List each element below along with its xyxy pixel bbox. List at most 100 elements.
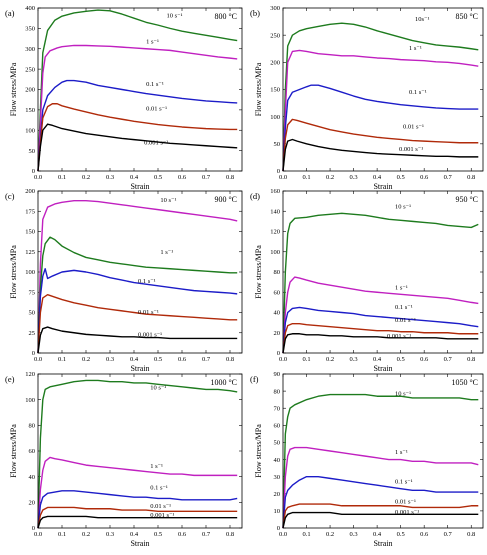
series-label: 0.01 s⁻¹ xyxy=(150,503,171,510)
x-tick-label: 0.4 xyxy=(130,356,139,363)
x-tick-label: 0.8 xyxy=(467,531,475,538)
series-line xyxy=(37,293,238,354)
x-tick-label: 0.6 xyxy=(420,356,429,363)
series-line xyxy=(282,511,479,529)
plot-frame xyxy=(37,7,243,172)
y-tick-label: 175 xyxy=(25,208,35,215)
series-label: 0.01 s⁻¹ xyxy=(403,123,424,130)
y-tick-label: 90 xyxy=(274,371,281,378)
series-line xyxy=(282,503,479,529)
series-line xyxy=(37,9,238,172)
y-tick-label: 60 xyxy=(274,423,281,430)
series-label: 10 s⁻¹ xyxy=(160,197,176,204)
panel-label: (b) xyxy=(250,8,260,18)
series-line xyxy=(37,490,238,529)
y-tick-label: 0 xyxy=(32,525,35,532)
series-line xyxy=(282,212,479,354)
x-tick-label: 0.3 xyxy=(106,174,114,181)
series-line xyxy=(282,446,479,529)
y-tick-label: 0 xyxy=(277,350,280,357)
x-tick-label: 0.5 xyxy=(154,356,162,363)
x-tick-label: 0.6 xyxy=(178,356,187,363)
series-label: 0.001 s⁻¹ xyxy=(387,333,411,340)
series-line xyxy=(37,103,238,172)
x-tick-label: 0.5 xyxy=(154,531,162,538)
series-line xyxy=(282,138,479,172)
series-line xyxy=(37,123,238,172)
series-line xyxy=(282,475,479,529)
x-tick-label: 0.3 xyxy=(350,356,358,363)
chart-panel: 0 10 20 30 40 50 60 70 80 90 0.0 0.1 0.2 0.3 0.4 0.5 0.6… xyxy=(250,371,484,548)
temperature-label: 950 °C xyxy=(455,195,478,204)
y-tick-label: 60 xyxy=(274,289,281,296)
y-axis-title: Flow stress/MPa xyxy=(254,424,263,478)
y-axis-title: Flow stress/MPa xyxy=(9,62,18,116)
series-line xyxy=(37,506,238,529)
series-label: 0.1 s⁻¹ xyxy=(138,278,156,285)
x-tick-label: 0.2 xyxy=(82,531,90,538)
y-tick-label: 70 xyxy=(274,405,281,412)
y-tick-label: 50 xyxy=(29,148,36,155)
x-tick-label: 0.3 xyxy=(106,356,114,363)
x-tick-label: 0.4 xyxy=(373,356,382,363)
chart-panel: 0 20 40 60 80 100 120 140 160 0.0 0.1 0.2 0.3 0.4 0.5 0… xyxy=(250,188,484,373)
y-tick-label: 20 xyxy=(274,330,281,337)
y-tick-label: 250 xyxy=(270,32,280,39)
y-tick-label: 150 xyxy=(25,107,35,114)
x-tick-label: 0.2 xyxy=(326,531,334,538)
series-label: 0.01 s⁻¹ xyxy=(146,105,167,112)
chart-panel: 0 50 100 150 200 250 300 0.0 0.1 0.2 0.3 0.4 0.5 0.6 0… xyxy=(250,5,484,191)
x-tick-label: 0.4 xyxy=(130,531,139,538)
series-label: 10s⁻¹ xyxy=(415,16,429,23)
series-line xyxy=(282,276,479,354)
series-line xyxy=(37,268,238,354)
y-tick-label: 150 xyxy=(270,87,280,94)
plot-frame xyxy=(37,190,243,354)
x-tick-label: 0.6 xyxy=(420,531,429,538)
series-line xyxy=(37,200,238,354)
y-tick-label: 100 xyxy=(25,269,35,276)
y-tick-label: 300 xyxy=(25,46,35,53)
x-tick-label: 0.7 xyxy=(202,356,211,363)
series-line xyxy=(37,236,238,354)
y-tick-label: 160 xyxy=(270,188,280,195)
y-tick-label: 50 xyxy=(274,141,281,148)
plot-frame xyxy=(282,7,484,172)
y-tick-label: 50 xyxy=(274,440,281,447)
series-line xyxy=(37,79,238,172)
y-axis-title: Flow stress/MPa xyxy=(254,245,263,299)
series-line xyxy=(282,322,479,354)
series-line xyxy=(37,379,238,529)
x-tick-label: 0.0 xyxy=(279,356,287,363)
x-axis-title: Strain xyxy=(373,364,392,373)
y-tick-label: 200 xyxy=(25,87,35,94)
series-label: 1 s⁻¹ xyxy=(395,285,408,292)
x-tick-label: 0.0 xyxy=(34,531,42,538)
y-tick-label: 0 xyxy=(277,525,280,532)
series-label: 0.001 s⁻¹ xyxy=(399,146,423,153)
x-tick-label: 0.6 xyxy=(178,531,187,538)
y-tick-label: 100 xyxy=(270,114,280,121)
y-tick-label: 25 xyxy=(29,330,36,337)
temperature-label: 850 °C xyxy=(455,12,478,21)
x-tick-label: 0.5 xyxy=(154,174,162,181)
chart-panel: 0 25 50 75 100 125 150 175 200 0.0 0.1 0.2 0.3 0.4 0.5… xyxy=(5,188,243,373)
series-label: 1 s⁻¹ xyxy=(150,463,163,470)
series-label: 0.001 s⁻¹ xyxy=(138,332,162,339)
y-tick-label: 75 xyxy=(29,289,36,296)
panel-label: (e) xyxy=(5,374,15,384)
x-tick-label: 0.2 xyxy=(326,174,334,181)
x-tick-label: 0.8 xyxy=(467,356,475,363)
series-line xyxy=(282,306,479,354)
y-tick-label: 100 xyxy=(25,397,35,404)
y-axis-title: Flow stress/MPa xyxy=(9,424,18,478)
x-tick-label: 0.4 xyxy=(373,531,382,538)
y-tick-label: 80 xyxy=(274,388,281,395)
temperature-label: 900 °C xyxy=(214,195,237,204)
x-tick-label: 0.5 xyxy=(397,531,405,538)
y-tick-label: 50 xyxy=(29,310,36,317)
plot-frame xyxy=(282,373,484,529)
x-tick-label: 0.2 xyxy=(326,356,334,363)
x-tick-label: 0.1 xyxy=(302,356,310,363)
series-label: 10 s⁻¹ xyxy=(167,13,183,20)
